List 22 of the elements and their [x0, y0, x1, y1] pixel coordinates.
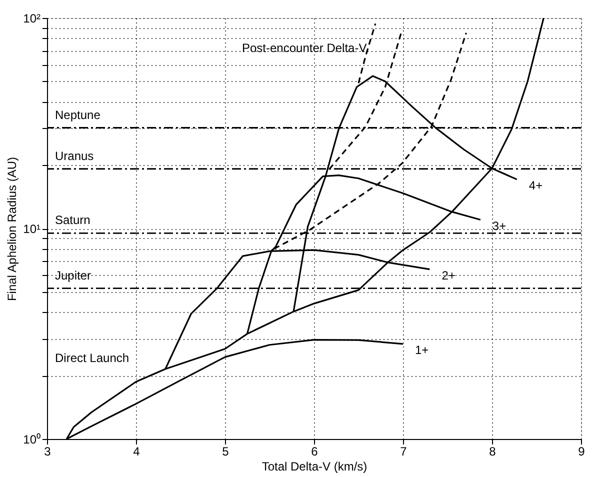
series-label: 4+	[528, 178, 543, 192]
series-label: 2+	[442, 268, 456, 282]
x-tick-label: 8	[489, 444, 496, 458]
x-tick-label: 9	[578, 444, 586, 458]
y-tick-label: 10²	[23, 12, 41, 26]
y-tick-label: 10⁰	[23, 432, 40, 446]
y-axis-title: Final Aphelion Radius (AU)	[5, 156, 20, 302]
x-tick-label: 7	[400, 444, 408, 458]
annotation: Post-encounter Delta-V	[242, 41, 367, 55]
x-tick-label: 6	[311, 444, 318, 458]
x-tick-label: 3	[44, 444, 52, 458]
x-axis-title: Total Delta-V (km/s)	[262, 460, 368, 474]
ref-line-label: Saturn	[55, 213, 90, 228]
series-label: 3+	[492, 218, 506, 233]
ref-line-label: Uranus	[55, 148, 94, 163]
ref-line-label: Jupiter	[55, 268, 92, 282]
series-label: 1+	[415, 342, 429, 357]
y-tick-label: 10¹	[23, 222, 41, 236]
ref-line-label: Neptune	[55, 108, 101, 122]
annotation: Direct Launch	[55, 351, 130, 365]
x-tick-label: 4	[133, 444, 140, 458]
x-tick-label: 5	[222, 444, 230, 458]
